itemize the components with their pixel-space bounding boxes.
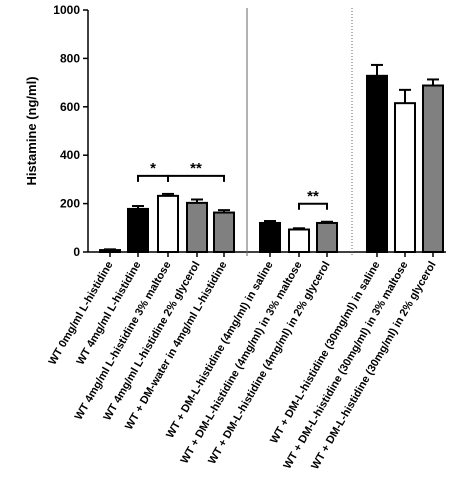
significance-label: ** — [190, 160, 202, 177]
bar — [186, 201, 208, 253]
bar — [127, 207, 149, 253]
category-label: WT + DM-L-histidine (30mg/ml) in 3% malt… — [281, 260, 410, 472]
bar — [259, 221, 281, 254]
significance-bracket — [167, 174, 225, 182]
bar — [316, 221, 338, 254]
significance-label: * — [150, 160, 156, 177]
bar — [422, 84, 444, 253]
bar — [213, 211, 235, 253]
y-tick-label: 0 — [73, 245, 80, 259]
bar — [394, 102, 416, 253]
bar — [157, 194, 179, 254]
y-tick-label: 1000 — [53, 3, 80, 17]
y-axis-label: Histamine (ng/ml) — [24, 76, 39, 185]
bars — [99, 74, 444, 254]
significance-label: ** — [307, 188, 319, 205]
y-tick-label: 200 — [60, 197, 80, 211]
y-axis: 0 200 400 600 800 1000 — [53, 3, 89, 259]
group-separators — [246, 8, 353, 256]
bar — [366, 74, 388, 253]
bar — [99, 249, 121, 253]
bar — [288, 228, 310, 254]
y-tick-label: 800 — [60, 51, 80, 65]
significance-markers: * **** — [137, 160, 328, 210]
error-bars — [104, 63, 439, 251]
significance-bracket — [298, 202, 328, 210]
y-tick-label: 600 — [60, 100, 80, 114]
category-label: WT + DM-L-histidine (4mg/ml) in 3% malto… — [179, 260, 305, 466]
y-tick-label: 400 — [60, 148, 80, 162]
category-label: WT + DM-L-histidine (30mg/ml) in 2% glyc… — [309, 260, 438, 472]
